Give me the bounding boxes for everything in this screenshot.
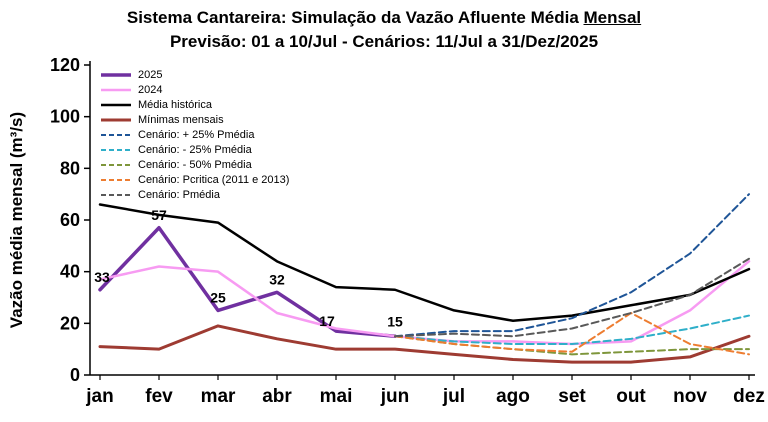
legend-swatch — [101, 148, 131, 151]
legend-item: Média histórica — [100, 97, 289, 112]
legend-item: Cenário: Pmédia — [100, 187, 289, 202]
x-tick-label: jun — [380, 386, 410, 407]
y-tick-label: 80 — [60, 158, 80, 178]
legend-label: Cenário: + 25% Pmédia — [138, 128, 255, 141]
legend-swatch — [101, 118, 131, 121]
x-tick-label: jan — [85, 386, 113, 407]
series-line-2025 — [98, 226, 397, 338]
legend-item: Cenário: + 25% Pmédia — [100, 127, 289, 142]
legend-label: Cenário: Pcritica (2011 e 2013) — [138, 173, 290, 186]
legend-item: 2024 — [100, 82, 289, 97]
series-line-m-dia-hist-rica — [98, 203, 751, 322]
legend-swatch — [101, 103, 131, 106]
x-tick-label: mar — [201, 386, 236, 407]
legend-swatch — [101, 72, 131, 77]
x-tick-label: fev — [145, 386, 173, 407]
y-tick-label: 40 — [60, 262, 80, 282]
x-tick-label: out — [616, 386, 646, 407]
chart-legend: 2025 2024 Média histórica Mínimas mensais Ce… — [100, 67, 289, 202]
legend-swatch — [101, 88, 131, 91]
legend-swatch — [101, 133, 131, 136]
series-line-cen-rio-25-pm-dia — [394, 314, 750, 345]
legend-item: Cenário: - 50% Pmédia — [100, 157, 289, 172]
legend-label: Cenário: - 25% Pmédia — [138, 143, 252, 156]
y-tick-label: 20 — [60, 313, 80, 333]
series-line-cen-rio-pm-dia — [394, 257, 750, 338]
chart-title: Sistema Cantareira: Simulação da Vazão A… — [126, 8, 642, 27]
legend-item: Mínimas mensais — [100, 112, 289, 127]
point-label: 33 — [94, 269, 110, 285]
legend-label: Cenário: - 50% Pmédia — [138, 158, 252, 171]
y-tick-label: 60 — [60, 210, 80, 230]
point-label: 57 — [151, 207, 167, 223]
x-tick-label: set — [558, 386, 586, 407]
x-tick-label: nov — [673, 386, 707, 407]
legend-label: Média histórica — [138, 98, 212, 111]
chart-title-block: Sistema Cantareira: Simulação da Vazão A… — [0, 6, 768, 54]
point-label: 25 — [210, 289, 226, 305]
x-tick-label: jul — [442, 386, 465, 407]
y-tick-label: 100 — [50, 107, 80, 127]
series-line-cen-rio-pcritica-2011-e-2013- — [394, 312, 750, 356]
x-tick-label: dez — [733, 386, 765, 407]
x-tick-label: mai — [320, 386, 353, 407]
legend-item: 2025 — [100, 67, 289, 82]
legend-label: 2024 — [138, 83, 163, 96]
legend-swatch — [101, 178, 131, 181]
chart-title-underlined: Mensal — [583, 8, 642, 27]
legend-item: Cenário: - 25% Pmédia — [100, 142, 289, 157]
x-tick-label: abr — [262, 386, 292, 407]
legend-label: 2025 — [138, 68, 163, 81]
point-label: 32 — [269, 271, 285, 287]
chart-subtitle: Previsão: 01 a 10/Jul - Cenários: 11/Jul… — [169, 32, 599, 51]
y-tick-label: 120 — [50, 55, 80, 75]
point-label: 17 — [319, 313, 335, 329]
legend-label: Mínimas mensais — [138, 113, 224, 126]
x-tick-label: ago — [496, 386, 530, 407]
series-line-m-nimas-mensais — [98, 324, 751, 364]
series-line-cen-rio-25-pm-dia — [394, 193, 750, 338]
point-label: 15 — [387, 313, 403, 329]
legend-swatch — [101, 193, 131, 196]
y-axis-title: Vazão média mensal (m³/s) — [7, 112, 26, 328]
legend-label: Cenário: Pmédia — [138, 188, 220, 201]
legend-swatch — [101, 163, 131, 166]
legend-item: Cenário: Pcritica (2011 e 2013) — [100, 172, 289, 187]
y-tick-label: 0 — [70, 365, 80, 385]
